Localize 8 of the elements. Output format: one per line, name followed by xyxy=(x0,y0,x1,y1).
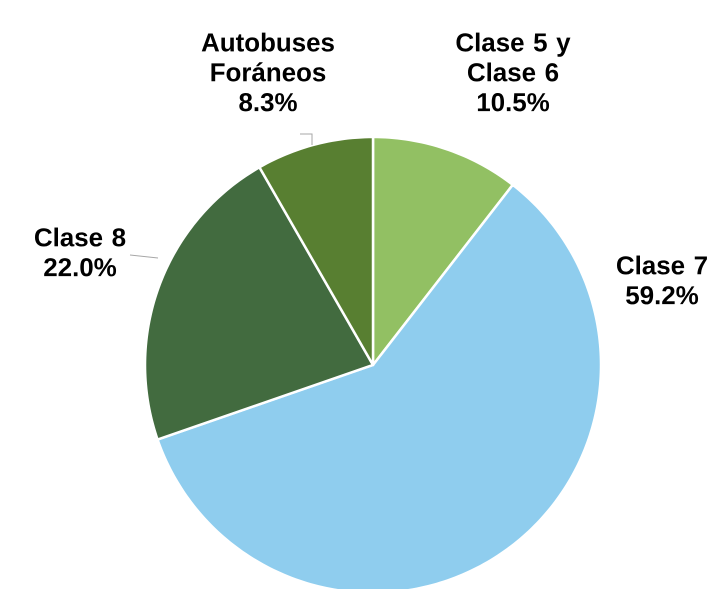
slice-label: Clase 7 xyxy=(616,256,707,275)
slice-label: Autobuses Foráneos xyxy=(202,32,334,82)
slice-label: Clase 5 y Clase 6 xyxy=(456,32,570,82)
data-label: 10.5% xyxy=(478,93,550,112)
data-label: 22.0% xyxy=(44,258,116,276)
data-label: 59.2% xyxy=(626,286,698,304)
slice-label: Clase 8 xyxy=(34,228,126,247)
data-label: 8.3% xyxy=(239,93,297,112)
